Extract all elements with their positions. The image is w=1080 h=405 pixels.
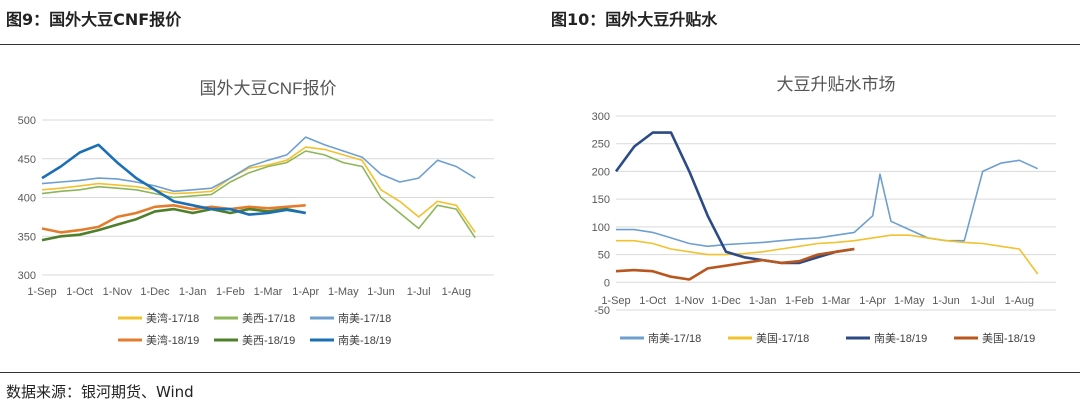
- legend-item: 美国-18/19: [954, 332, 1035, 345]
- x-tick-label: 1-Jul: [971, 295, 995, 307]
- series-line-4: [615, 247, 855, 281]
- legend-item: 美西-18/19: [214, 334, 295, 347]
- cnf-price-chart: 国外大豆CNF报价 300 350 400 450 500 1-Sep 1-Oct 1-Nov 1…: [18, 79, 494, 347]
- y-tick-label: 150: [592, 194, 610, 206]
- basis-market-chart: 大豆升贴水市场 -50 0 50 100 150 200 250 300 1-Sep 1-Oct 1-…: [592, 75, 1056, 345]
- legend-item: 美湾-18/19: [118, 333, 199, 347]
- y-tick-label: 400: [18, 193, 36, 205]
- series-line-6: [41, 143, 306, 216]
- legend-item: 南美-18/19: [310, 334, 391, 347]
- right-figure-heading: 图10：国外大豆升贴水: [551, 10, 718, 29]
- x-tick-label: 1-Oct: [66, 286, 93, 298]
- series-line-1: [41, 146, 476, 233]
- legend-item: 美西-17/18: [214, 312, 295, 325]
- x-tick-label: 1-Jun: [932, 295, 960, 307]
- x-tick-label: 1-Jan: [749, 295, 777, 307]
- y-tick-label: 250: [592, 139, 610, 151]
- series-line-1: [616, 159, 1039, 248]
- x-tick-label: 1-May: [894, 295, 925, 307]
- x-tick-label: 1-Jun: [367, 286, 395, 298]
- legend-label: 南美-18/19: [338, 334, 391, 347]
- y-tick-label: 100: [592, 222, 610, 234]
- x-tick-label: 1-Sep: [601, 295, 630, 307]
- x-tick-label: 1-Oct: [639, 295, 666, 307]
- x-tick-label: 1-Dec: [140, 286, 170, 298]
- x-tick-label: 1-May: [328, 286, 359, 298]
- y-tick-label: 300: [592, 111, 610, 123]
- series-line-5: [41, 207, 306, 242]
- x-tick-label: 1-Feb: [216, 286, 245, 298]
- bottom-divider: [0, 372, 1080, 373]
- legend-label: 美湾-17/18: [146, 311, 199, 325]
- top-divider: [0, 44, 1080, 45]
- x-tick-label: 1-Aug: [1005, 295, 1034, 307]
- chart-title: 大豆升贴水市场: [777, 75, 896, 94]
- y-tick-label: 200: [592, 166, 610, 178]
- legend-label: 南美-17/18: [338, 312, 391, 325]
- x-tick-label: 1-Aug: [442, 286, 471, 298]
- x-tick-label: 1-Mar: [822, 295, 851, 307]
- legend-label: 美西-17/18: [242, 312, 295, 325]
- legend-label: 南美-18/19: [874, 332, 927, 345]
- x-tick-label: 1-Apr: [859, 295, 886, 307]
- y-tick-label: 500: [18, 115, 36, 127]
- y-tick-label: -50: [594, 305, 610, 317]
- series-line-2: [616, 234, 1039, 275]
- x-tick-label: 1-Sep: [27, 286, 56, 298]
- x-tick-label: 1-Jan: [179, 286, 207, 298]
- x-tick-label: 1-Feb: [785, 295, 814, 307]
- x-tick-label: 1-Nov: [103, 286, 133, 298]
- legend-item: 南美-17/18: [310, 312, 391, 325]
- x-tick-label: 1-Apr: [292, 286, 319, 298]
- legend-label: 美湾-18/19: [146, 333, 199, 347]
- series-line-2: [41, 150, 476, 239]
- data-source-note: 数据来源：银河期货、Wind: [6, 383, 194, 401]
- legend-item: 美湾-17/18: [118, 311, 199, 325]
- chart-title: 国外大豆CNF报价: [200, 79, 337, 98]
- x-tick-label: 1-Mar: [254, 286, 283, 298]
- series-line-4: [41, 204, 306, 234]
- y-tick-label: 450: [18, 154, 36, 166]
- y-tick-label: 0: [604, 277, 610, 289]
- legend-label: 美国-17/18: [756, 332, 809, 345]
- legend-label: 美国-18/19: [982, 332, 1035, 345]
- x-tick-label: 1-Jul: [407, 286, 431, 298]
- x-tick-label: 1-Dec: [711, 295, 741, 307]
- y-tick-label: 350: [18, 231, 36, 243]
- x-tick-label: 1-Nov: [675, 295, 705, 307]
- legend-label: 美西-18/19: [242, 334, 295, 347]
- left-figure-heading: 图9：国外大豆CNF报价: [6, 10, 182, 29]
- series-line-3: [614, 131, 855, 265]
- legend-item: 南美-18/19: [846, 332, 927, 345]
- y-tick-label: 50: [598, 250, 610, 262]
- legend-item: 美国-17/18: [728, 332, 809, 345]
- series-line-3: [41, 136, 476, 193]
- legend-item: 南美-17/18: [620, 332, 701, 345]
- y-tick-label: 300: [18, 270, 36, 282]
- legend-label: 南美-17/18: [648, 332, 701, 345]
